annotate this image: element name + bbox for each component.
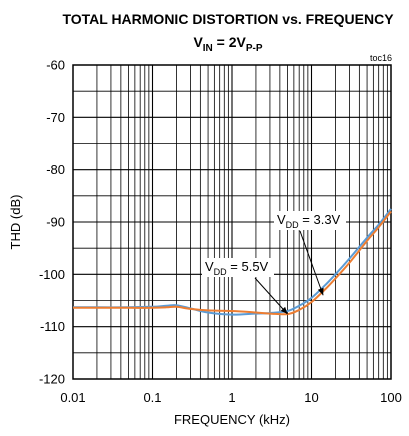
chart-title: TOTAL HARMONIC DISTORTION vs. FREQUENCY …: [62, 11, 394, 54]
subtitle-base: V: [193, 34, 203, 50]
y-tick-label: -70: [46, 110, 65, 125]
annotation-label-rest: = 5.5V: [227, 259, 269, 274]
x-tick-label: 0.1: [143, 390, 161, 405]
series-line-2: [72, 210, 392, 316]
annotation-label-base: V: [205, 259, 214, 274]
y-axis-label: THD (dB): [8, 195, 23, 250]
annotation-leader: [254, 277, 288, 315]
annotation-backing: [274, 211, 346, 230]
series-lines: [72, 208, 392, 316]
y-tick-label: -90: [46, 215, 65, 230]
annotation-label-sub: DD: [214, 267, 227, 277]
annotation-backing: [202, 258, 274, 277]
y-tick-label: -60: [46, 58, 65, 73]
y-tick-label: -110: [40, 319, 65, 334]
annotation-arrowhead: [317, 287, 324, 296]
annotation-arrowhead: [280, 306, 288, 315]
y-tick-label: -100: [39, 267, 65, 282]
chart-subtitle: VIN = 2VP-P: [193, 34, 262, 54]
annotation-label: VDD = 3.3V: [277, 212, 341, 230]
x-tick-label: 0.01: [60, 390, 85, 405]
subtitle-eq-sub: P-P: [246, 43, 263, 54]
x-tick-label: 100: [380, 390, 402, 405]
plot-frame: [72, 64, 392, 380]
annotation-label-sub: DD: [286, 220, 299, 230]
subtitle-base-sub: IN: [203, 43, 213, 54]
annotation-label-base: V: [277, 212, 286, 227]
y-tick-labels: -120 -110 -100 -90 -80 -70 -60: [39, 58, 65, 387]
chart-title-main: TOTAL HARMONIC DISTORTION vs. FREQUENCY: [62, 11, 394, 27]
annotation-label: VDD = 5.5V: [205, 259, 269, 277]
x-tick-label: 1: [228, 390, 235, 405]
x-tick-labels: 0.01 0.1 1 10 100: [60, 390, 402, 405]
x-tick-label: 10: [304, 390, 318, 405]
y-tick-label: -120: [39, 372, 65, 387]
annotation-label-rest: = 3.3V: [299, 212, 341, 227]
chart-tag: toc16: [370, 53, 392, 63]
x-axis-label: FREQUENCY (kHz): [174, 412, 290, 427]
y-tick-label: -80: [46, 162, 65, 177]
annotation-leader: [299, 230, 324, 296]
subtitle-eq: = 2V: [213, 34, 247, 50]
